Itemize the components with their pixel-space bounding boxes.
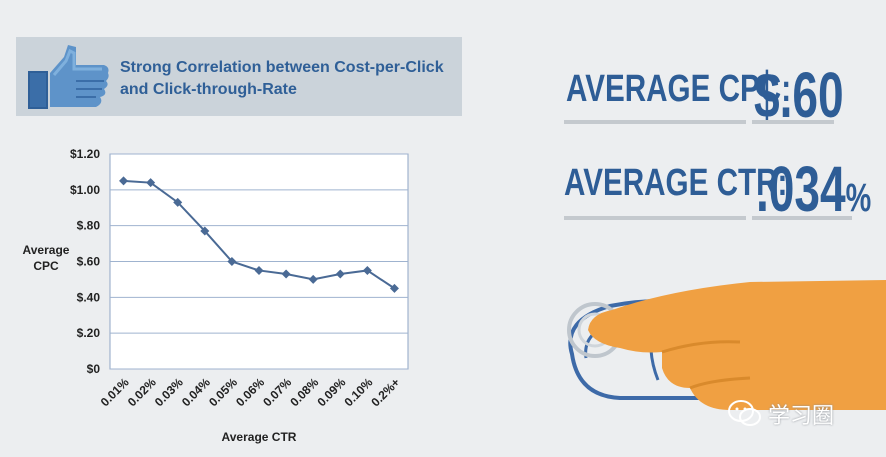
x-tick-label: 0.03% (152, 375, 186, 409)
hand-mouse-illustration (567, 280, 886, 410)
data-point-marker (389, 283, 399, 293)
cpc-value-underline (752, 120, 834, 124)
ctr-label: AVERAGE CTR: (564, 162, 788, 204)
title-box: Strong Correlation between Cost-per-Clic… (16, 37, 462, 116)
x-tick-label: 0.05% (206, 375, 240, 409)
y-tick-label: $.20 (77, 326, 101, 340)
cpc-value: $.60 (754, 59, 844, 131)
chart-title: Strong Correlation between Cost-per-Clic… (120, 57, 460, 101)
y-tick-label: $.60 (77, 255, 101, 269)
y-tick-labels: $0 $.20 $.40 $.60 $.80 $1.00 $1.20 (70, 147, 100, 376)
ctr-unit: % (845, 176, 872, 220)
ctr-underline (564, 216, 746, 220)
data-point-marker (362, 265, 372, 275)
y-tick-label: $1.20 (70, 147, 100, 161)
data-point-marker (281, 269, 291, 279)
data-point-marker (335, 269, 345, 279)
title-line-1: Strong Correlation between Cost-per-Clic… (120, 59, 444, 76)
x-tick-label: 0.04% (179, 375, 213, 409)
title-line-2: and Click-through-Rate (120, 81, 297, 98)
x-tick-label: 0.07% (260, 375, 294, 409)
watermark-text: 学习圈 (768, 404, 835, 429)
y-axis-label: Average (23, 243, 70, 257)
data-markers (119, 176, 399, 293)
y-axis-label-line-2: CPC (33, 259, 59, 273)
data-point-marker (254, 265, 264, 275)
x-tick-label: 0.02% (125, 375, 159, 409)
data-point-marker (173, 197, 183, 207)
y-tick-label: $1.00 (70, 183, 100, 197)
thumbs-up-icon (28, 45, 109, 109)
x-tick-label: 0.06% (233, 375, 267, 409)
wechat-icon (728, 400, 761, 426)
data-point-marker (146, 178, 156, 188)
hand-finger-shade (661, 340, 751, 390)
x-tick-label: 0.08% (287, 375, 321, 409)
cpc-underline (564, 120, 746, 124)
y-tick-label: $.40 (77, 290, 101, 304)
cpc-label: AVERAGE CPC: (566, 68, 792, 110)
x-tick-label: 0.2%+ (368, 375, 402, 409)
watermark: 学习圈 (728, 398, 834, 430)
x-tick-label: 0.10% (342, 375, 376, 409)
data-point-marker (227, 257, 237, 266)
ctr-value-underline (752, 216, 852, 220)
hand-icon (588, 280, 886, 410)
data-point-marker (119, 176, 129, 186)
line-chart: $0$.20$.40$.60$.80$1.00$1.20 0.01%0.02%0… (23, 147, 409, 444)
data-point-marker (200, 226, 210, 236)
x-axis-label: Average CTR (222, 430, 297, 444)
x-tick-label: 0.01% (98, 375, 132, 409)
ctr-number: .034 (756, 153, 846, 225)
y-tick-label: $0 (87, 362, 101, 376)
y-tick-label: $.80 (77, 219, 101, 233)
x-tick-labels: 0.01%0.02%0.03%0.04%0.05%0.06%0.07%0.08%… (98, 375, 403, 409)
ctr-value: .034% (756, 152, 871, 226)
data-point-marker (308, 274, 318, 284)
x-tick-label: 0.09% (314, 375, 348, 409)
